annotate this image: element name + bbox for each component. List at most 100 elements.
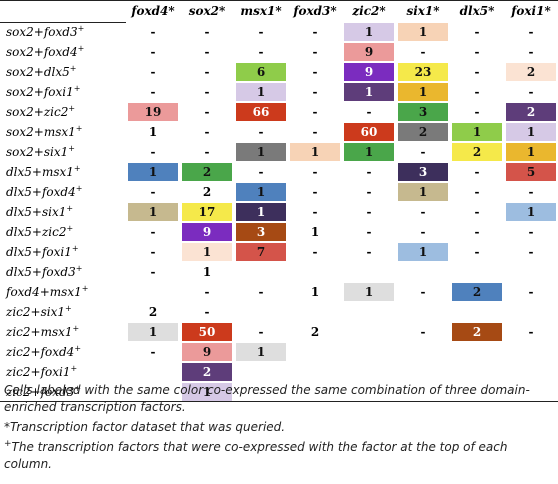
row-label: dlx5+foxd3+ <box>0 262 126 282</box>
cell-value: 3 <box>398 163 448 181</box>
footnote-asterisk: *Transcription factor dataset that was q… <box>4 420 286 434</box>
table-cell: - <box>396 281 450 302</box>
table-cell: 1 <box>342 141 396 162</box>
cell-value: - <box>258 165 264 179</box>
table-cell: 60 <box>342 121 396 142</box>
cell-value <box>452 303 502 321</box>
table-cell: 3 <box>234 221 288 242</box>
table-cell: - <box>126 181 180 202</box>
cell-value <box>398 363 448 381</box>
column-header-label: foxi1 <box>511 4 545 18</box>
cell-value: - <box>474 185 480 199</box>
table-cell: 2 <box>180 161 234 182</box>
cell-value: - <box>312 65 318 79</box>
cell-value: 2 <box>506 103 556 121</box>
row-label-sup: + <box>75 124 83 133</box>
column-header-sox2: sox2* <box>180 0 234 23</box>
column-header-foxd3: foxd3* <box>288 0 342 23</box>
column-header-mark: * <box>379 4 386 18</box>
cell-value: - <box>312 45 318 59</box>
table-cell: - <box>450 221 504 242</box>
row-label-sup: + <box>71 244 79 253</box>
row-label-text: zic2+foxd4 <box>6 345 75 359</box>
cell-value: - <box>258 25 264 39</box>
table-cell: 9 <box>342 41 396 62</box>
table-container: foxd4* sox2* msx1* foxd3* zic2* six1* dlx5* fox… <box>0 0 558 471</box>
table-cell <box>504 341 558 362</box>
cell-value: 1 <box>310 285 320 299</box>
cell-value: - <box>528 185 534 199</box>
cell-value: - <box>312 165 318 179</box>
cell-value: - <box>312 185 318 199</box>
cell-value: - <box>528 285 534 299</box>
row-label: dlx5+msx1+ <box>0 162 126 182</box>
table-cell: 1 <box>126 201 180 222</box>
cell-value: - <box>420 205 426 219</box>
table-cell: - <box>450 161 504 182</box>
row-label-sup: + <box>68 144 75 153</box>
cell-value: - <box>312 85 318 99</box>
column-header-mark: * <box>330 4 337 18</box>
table-cell: - <box>504 21 558 42</box>
cell-value: - <box>420 145 426 159</box>
cell-value: 1 <box>148 125 158 139</box>
cell-value: - <box>420 285 426 299</box>
cell-value <box>344 323 394 341</box>
cell-value <box>398 303 448 321</box>
table-cell: 1 <box>126 161 180 182</box>
table-cell: - <box>450 21 504 42</box>
table-cell: 2 <box>450 321 504 342</box>
cell-value: - <box>312 105 318 119</box>
cell-value: 1 <box>344 283 394 301</box>
row-label: foxd4+msx1+ <box>0 282 126 302</box>
table-cell: - <box>180 61 234 82</box>
table-cell: - <box>180 101 234 122</box>
cell-value: 1 <box>202 265 212 279</box>
cell-value <box>128 283 178 301</box>
table-cell: - <box>396 321 450 342</box>
table-cell: 1 <box>396 81 450 102</box>
cell-value: 1 <box>290 143 340 161</box>
table-cell: - <box>504 221 558 242</box>
table-cell: - <box>288 101 342 122</box>
table-row: dlx5+msx1+ 1 2 - - - 3 - 5 <box>0 161 558 182</box>
cell-value: 1 <box>236 83 286 101</box>
table-cell: - <box>288 121 342 142</box>
row-label-text: foxd4+msx1 <box>6 285 82 299</box>
cell-value: 1 <box>344 83 394 101</box>
table-cell: 1 <box>288 221 342 242</box>
table-cell: 1 <box>504 141 558 162</box>
cell-value: - <box>474 85 480 99</box>
table-cell <box>396 341 450 362</box>
cell-value: 66 <box>236 103 286 121</box>
table-row: dlx5+foxd3+ - 1 <box>0 261 558 282</box>
column-header-label: zic2 <box>352 4 380 18</box>
column-header-mark: * <box>433 4 440 18</box>
cell-value: - <box>474 165 480 179</box>
cell-value: - <box>528 325 534 339</box>
table-cell: 2 <box>450 281 504 302</box>
row-label-sup: + <box>74 344 82 353</box>
column-header-msx1: msx1* <box>234 0 288 23</box>
table-cell <box>342 361 396 382</box>
cell-value: - <box>312 205 318 219</box>
cell-value: 19 <box>128 103 178 121</box>
cell-value: 2 <box>452 143 502 161</box>
table-cell: - <box>180 21 234 42</box>
table-cell: - <box>450 41 504 62</box>
table-cell: 2 <box>504 61 558 82</box>
cell-value: - <box>312 25 318 39</box>
row-label: zic2+foxi1+ <box>0 362 126 382</box>
table-cell <box>450 261 504 282</box>
footnote-plus: +The transcription factors that were co-… <box>4 439 554 473</box>
cell-value: - <box>204 65 210 79</box>
table-cell <box>342 321 396 342</box>
table-cell: 6 <box>234 61 288 82</box>
table-cell: - <box>180 121 234 142</box>
cell-value <box>506 363 556 381</box>
row-label-sup: + <box>75 264 83 273</box>
table-cell <box>234 361 288 382</box>
table-cell: 2 <box>288 321 342 342</box>
table-row: sox2+msx1+ 1- - -60 2 1 1 <box>0 121 558 142</box>
cell-value: 2 <box>452 323 502 341</box>
